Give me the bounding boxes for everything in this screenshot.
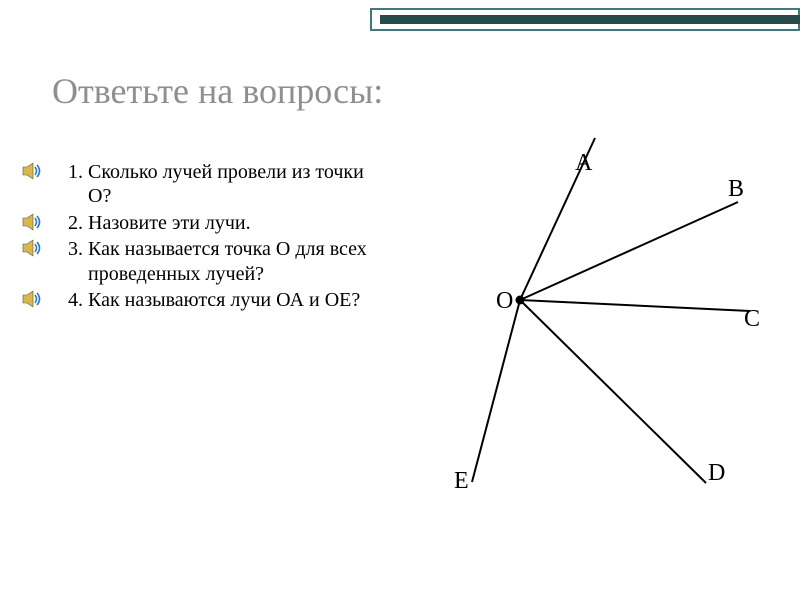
ray-B: [520, 202, 738, 300]
question-text: Как называется точка О для всех проведен…: [88, 238, 367, 284]
header-decor: [370, 8, 800, 36]
speaker-icon: [22, 162, 44, 186]
speaker-icon: [22, 239, 44, 263]
question-item: Назовите эти лучи.: [88, 211, 392, 235]
ray-C: [520, 300, 750, 311]
origin-point: [516, 296, 525, 305]
header-decor-inner: [380, 15, 800, 24]
ray-E: [472, 300, 520, 482]
ray-label-B: B: [728, 176, 744, 202]
question-item: Сколько лучей провели из точки О?: [88, 160, 392, 209]
rays-svg: O A B C D E: [410, 130, 770, 510]
question-item: Как называется точка О для всех проведен…: [88, 237, 392, 286]
ray-label-C: C: [744, 306, 760, 332]
speaker-icon: [22, 213, 44, 237]
origin-label: O: [496, 288, 513, 314]
question-list-container: Сколько лучей провели из точки О? Назови…: [22, 160, 392, 314]
question-item: Как называются лучи ОА и ОЕ?: [88, 288, 392, 312]
question-list: Сколько лучей провели из точки О? Назови…: [22, 160, 392, 312]
ray-label-E: E: [454, 468, 469, 494]
slide: Ответьте на вопросы: Сколько лучей прове…: [0, 0, 800, 600]
page-title: Ответьте на вопросы:: [52, 70, 383, 112]
speaker-icon: [22, 290, 44, 314]
ray-label-A: A: [575, 150, 593, 176]
question-text: Назовите эти лучи.: [88, 212, 251, 234]
question-text: Как называются лучи ОА и ОЕ?: [88, 289, 360, 311]
ray-D: [520, 300, 706, 483]
question-text: Сколько лучей провели из точки О?: [88, 161, 364, 207]
ray-label-D: D: [708, 460, 725, 486]
rays-diagram: O A B C D E: [410, 130, 780, 530]
